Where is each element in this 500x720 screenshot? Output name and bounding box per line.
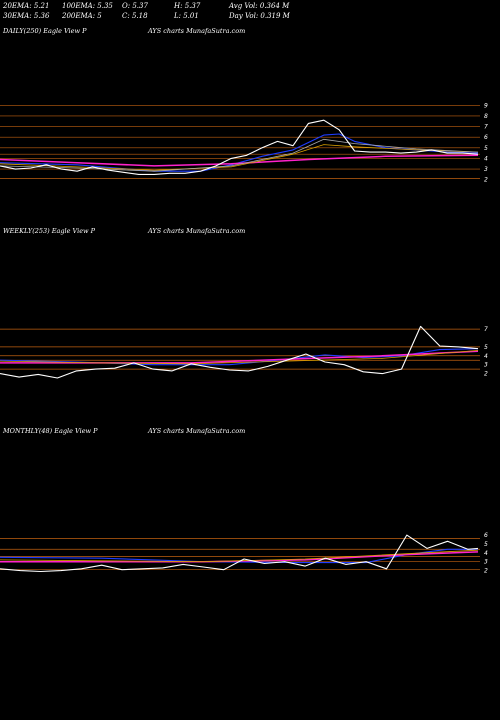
- weekly-panel: 7 5 4 3 2: [0, 325, 488, 379]
- weekly-y-tick-label: 2: [484, 371, 488, 378]
- monthly-ema-fast-line: [0, 548, 478, 564]
- monthly-y-tick-label: 2: [484, 568, 488, 575]
- header-100ema: 100EMA: 5.35: [62, 2, 113, 10]
- monthly-panel-source: AYS charts MunafaSutra.com: [148, 427, 246, 435]
- daily-ema-pink-line: [0, 154, 479, 167]
- daily-y-tick-label: 3: [484, 166, 488, 173]
- weekly-y-tick-label: 7: [484, 326, 488, 333]
- weekly-panel-title: WEEKLY(253) Eagle View P: [3, 227, 96, 235]
- weekly-price-line: [0, 325, 479, 379]
- weekly-panel-source: AYS charts MunafaSutra.com: [148, 227, 246, 235]
- daily-y-tick-label: 8: [484, 113, 488, 120]
- weekly-y-tick-label: 5: [484, 344, 488, 351]
- header-close: C: 5.18: [122, 12, 148, 20]
- header-200ema: 200EMA: 5: [62, 12, 102, 20]
- daily-y-tick-label: 6: [484, 134, 488, 141]
- daily-y-tick-label: 5: [484, 145, 488, 152]
- monthly-panel: 6 5 4 3 2: [0, 532, 488, 575]
- header-20ema: 20EMA: 5.21: [3, 2, 50, 10]
- weekly-y-tick-label: 4: [484, 353, 488, 360]
- daily-y-tick-label: 7: [484, 124, 488, 131]
- monthly-y-tick-label: 6: [484, 532, 488, 539]
- daily-price-line: [0, 119, 479, 175]
- header-low: L: 5.01: [174, 12, 199, 20]
- monthly-y-tick-label: 3: [484, 559, 488, 566]
- header-open: O: 5.37: [122, 2, 148, 10]
- daily-panel-source: AYS charts MunafaSutra.com: [148, 27, 246, 35]
- header-day-vol: Day Vol: 0.319 M: [229, 12, 290, 20]
- daily-y-tick-label: 9: [484, 102, 488, 109]
- header-high: H: 5.37: [174, 2, 201, 10]
- monthly-ema-gold-line: [0, 549, 479, 563]
- header-30ema: 30EMA: 5.36: [3, 12, 50, 20]
- monthly-y-tick-label: 5: [484, 541, 488, 548]
- monthly-panel-title: MONTHLY(48) Eagle View P: [3, 427, 98, 435]
- weekly-ema-gold-line: [0, 350, 479, 365]
- daily-ema-gold-line: [0, 144, 479, 171]
- header-avg-vol: Avg Vol: 0.364 M: [229, 2, 290, 10]
- daily-y-tick-label: 4: [484, 155, 488, 162]
- daily-panel-title: DAILY(250) Eagle View P: [3, 27, 87, 35]
- monthly-price-line: [0, 534, 479, 573]
- weekly-y-tick-label: 3: [484, 362, 488, 369]
- daily-panel: 9 8 7 6 5 4 3 2: [0, 102, 488, 184]
- monthly-y-tick-label: 4: [484, 550, 488, 557]
- daily-y-tick-label: 2: [484, 177, 488, 184]
